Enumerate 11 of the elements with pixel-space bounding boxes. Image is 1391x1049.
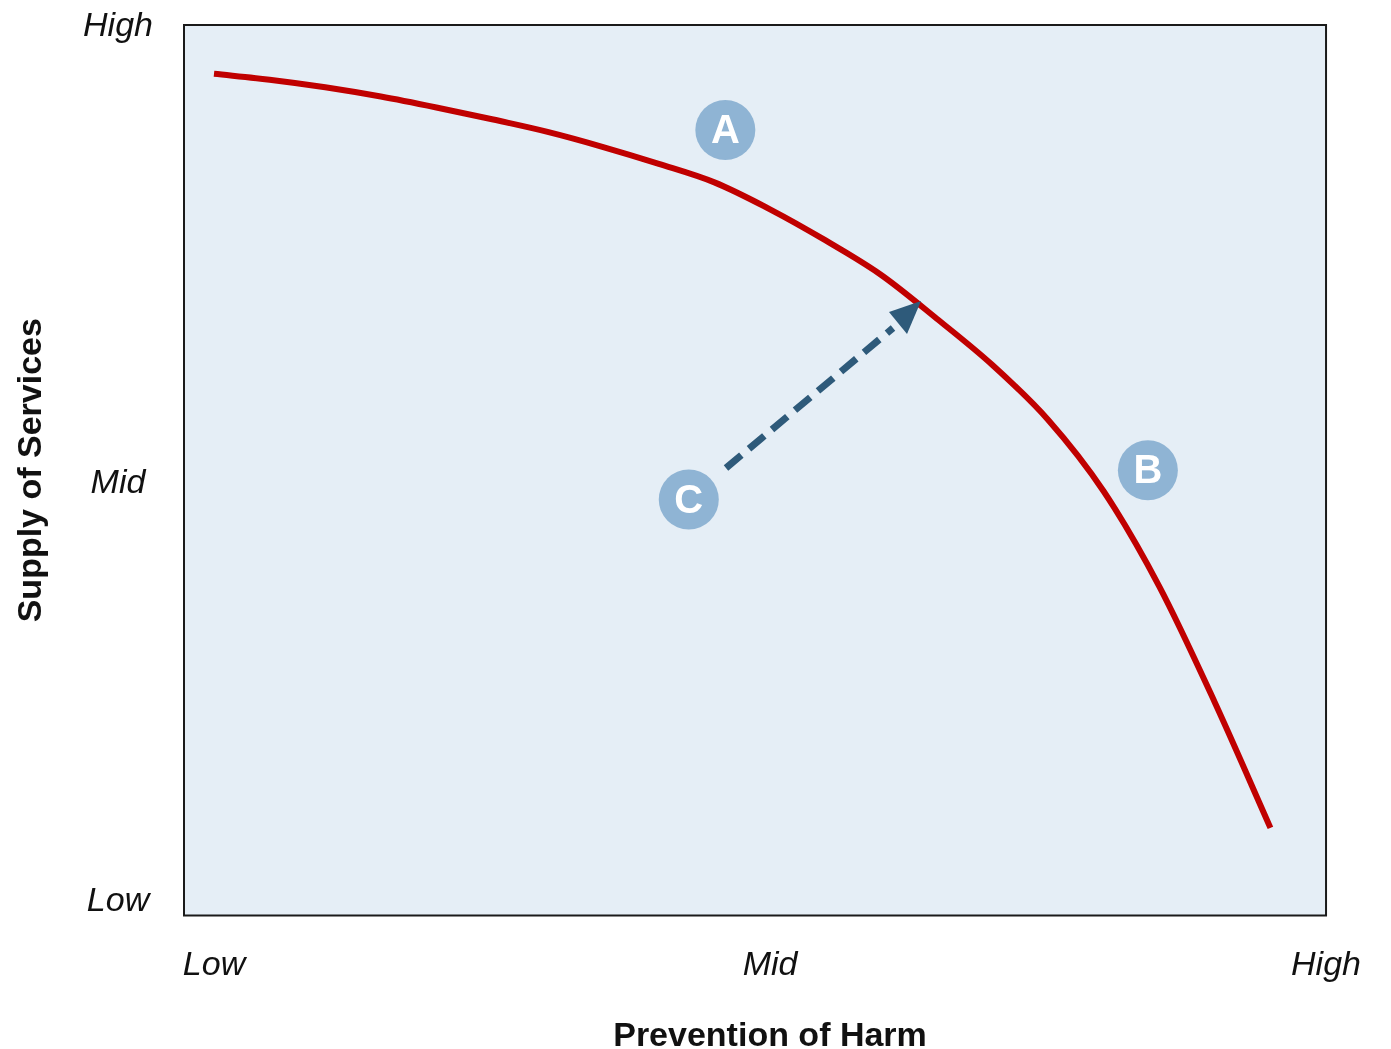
annotation: C [674, 476, 704, 521]
x-tick-label: Low [182, 944, 248, 983]
text: Low [86, 880, 152, 919]
x-tick-label: Mid [742, 944, 799, 983]
x-axis-title: Prevention of Harm [613, 1014, 927, 1049]
x-tick-label: High [1291, 944, 1362, 983]
text: High [83, 5, 153, 44]
text: Mid [90, 462, 147, 501]
y-axis-title: Supply of Services [10, 318, 49, 623]
annotation: A [710, 107, 740, 152]
annotation: B [1133, 447, 1163, 492]
